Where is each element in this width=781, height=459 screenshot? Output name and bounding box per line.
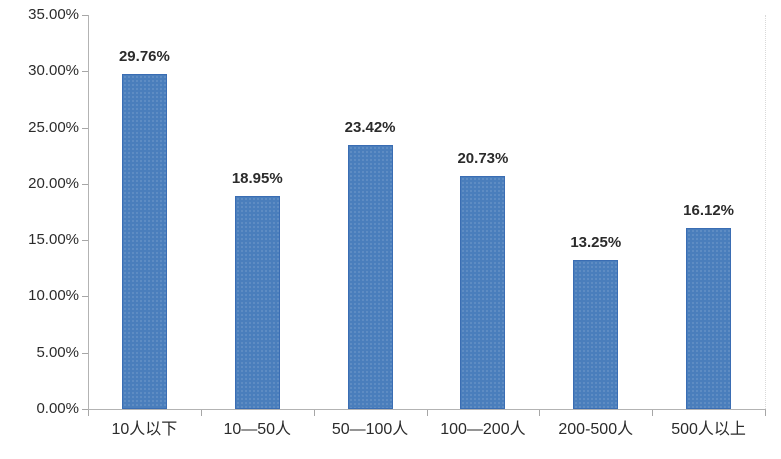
y-axis-line xyxy=(88,15,89,409)
y-axis-tick-mark xyxy=(82,183,88,185)
y-axis-tick-mark xyxy=(82,71,88,73)
x-axis-category-label: 10—50人 xyxy=(223,421,292,438)
x-axis-category-label: 50—100人 xyxy=(331,421,409,438)
bar-value-label: 23.42% xyxy=(344,119,396,137)
y-axis-tick-label: 10.00% xyxy=(28,287,79,305)
y-axis-tick-label: 35.00% xyxy=(28,6,79,23)
x-axis-category-label: 10人以下 xyxy=(111,421,178,438)
x-axis-line xyxy=(88,409,766,410)
y-axis-tick-label: 5.00% xyxy=(36,343,79,361)
bar xyxy=(121,73,167,409)
x-axis-category-label: 100—200人 xyxy=(440,421,526,438)
bar xyxy=(573,259,619,409)
y-axis-tick-mark xyxy=(82,240,88,242)
plot-right-border xyxy=(765,15,766,409)
x-axis-category-label: 200-500人 xyxy=(558,421,634,438)
y-axis-tick-label: 30.00% xyxy=(28,62,79,80)
x-axis-tick-mark xyxy=(313,410,315,416)
x-axis-tick-mark xyxy=(539,410,541,416)
bar xyxy=(460,175,506,409)
x-axis-category-label: 500人以上 xyxy=(671,421,746,438)
y-axis-tick-mark xyxy=(82,409,88,410)
bar-value-label: 16.12% xyxy=(683,201,735,219)
y-axis-tick-label: 15.00% xyxy=(28,231,79,249)
bar-value-label: 29.76% xyxy=(118,47,170,65)
y-axis-tick-label: 25.00% xyxy=(28,118,79,136)
bar xyxy=(686,227,732,409)
y-axis-tick-mark xyxy=(82,352,88,354)
bar-value-label: 20.73% xyxy=(457,149,509,167)
x-axis-tick-mark xyxy=(88,410,89,416)
y-axis-tick-label: 20.00% xyxy=(28,174,79,192)
x-axis-tick-mark xyxy=(426,410,428,416)
y-axis-tick-label: 0.00% xyxy=(36,400,79,417)
x-axis-tick-mark xyxy=(200,410,202,416)
bar xyxy=(234,195,280,409)
bar-value-label: 13.25% xyxy=(570,233,622,251)
bar-value-label: 18.95% xyxy=(231,169,283,187)
bar xyxy=(347,145,393,409)
y-axis-tick-mark xyxy=(82,15,88,16)
y-axis-tick-mark xyxy=(82,296,88,298)
y-axis-tick-mark xyxy=(82,127,88,129)
x-axis-tick-mark xyxy=(765,410,766,416)
x-axis-tick-mark xyxy=(652,410,654,416)
